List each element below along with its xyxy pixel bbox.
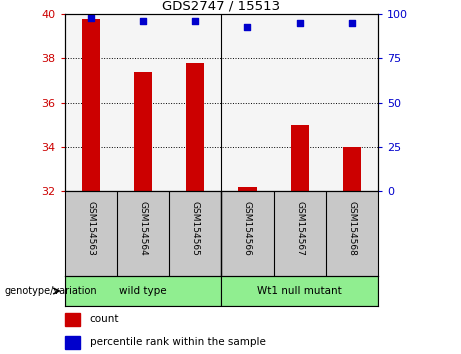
Bar — [186, 63, 204, 191]
Text: Wt1 null mutant: Wt1 null mutant — [257, 286, 342, 296]
Bar — [221, 276, 378, 306]
Text: GSM154565: GSM154565 — [191, 201, 200, 256]
Text: GSM154567: GSM154567 — [295, 201, 304, 256]
Point — [191, 18, 199, 24]
Bar — [65, 313, 80, 326]
Point — [139, 18, 147, 24]
Text: GSM154566: GSM154566 — [243, 201, 252, 256]
Point — [296, 20, 303, 26]
Title: GDS2747 / 15513: GDS2747 / 15513 — [162, 0, 280, 13]
Point — [87, 15, 95, 21]
Bar — [82, 19, 100, 191]
Bar — [290, 125, 309, 191]
Bar — [65, 276, 221, 306]
Bar — [65, 336, 80, 349]
Bar — [343, 147, 361, 191]
Text: GSM154568: GSM154568 — [348, 201, 356, 256]
Point — [244, 24, 251, 29]
Bar — [238, 187, 256, 191]
Text: count: count — [89, 314, 119, 325]
Text: percentile rank within the sample: percentile rank within the sample — [89, 337, 266, 348]
Point — [348, 20, 355, 26]
Bar — [134, 72, 152, 191]
Text: GSM154563: GSM154563 — [86, 201, 95, 256]
Text: GSM154564: GSM154564 — [138, 201, 148, 256]
Text: wild type: wild type — [119, 286, 167, 296]
Text: genotype/variation: genotype/variation — [5, 286, 97, 296]
